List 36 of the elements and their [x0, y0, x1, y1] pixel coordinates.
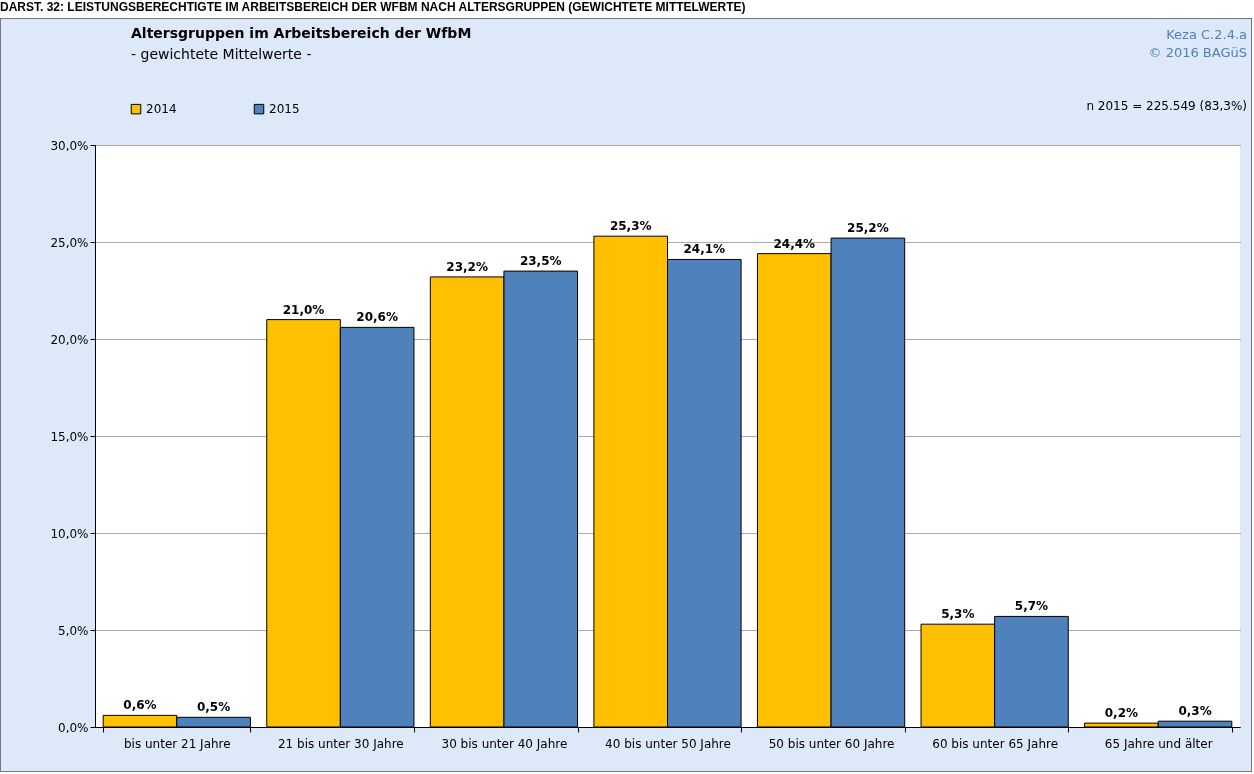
- data-label: 25,3%: [609, 219, 652, 234]
- y-tick-label: 5,0%: [58, 623, 89, 638]
- chart-title: Altersgruppen im Arbeitsbereich der WfbM: [131, 25, 472, 41]
- y-tick-label: 25,0%: [50, 235, 89, 250]
- x-tick-label: 50 bis unter 60 Jahre: [768, 736, 895, 751]
- data-label: 24,4%: [773, 236, 816, 251]
- text: Keza C.2.4.a: [1166, 27, 1247, 42]
- y-tick-label: 15,0%: [50, 429, 89, 444]
- x-tick-label: 60 bis unter 65 Jahre: [932, 736, 1059, 751]
- legend-label: 2015: [269, 102, 300, 117]
- text: © 2016 BAGüS: [1148, 45, 1247, 60]
- x-tick-label: bis unter 21 Jahre: [123, 736, 231, 751]
- data-label: 5,3%: [941, 607, 975, 622]
- x-tick-label: 65 Jahre und älter: [1104, 736, 1213, 751]
- data-label: 20,6%: [356, 310, 398, 325]
- data-label: 0,5%: [196, 700, 231, 715]
- x-tick-label: 21 bis unter 30 Jahre: [277, 736, 404, 751]
- y-tick-label: 20,0%: [50, 332, 89, 347]
- chart-subtitle: - gewichtete Mittelwerte -: [131, 46, 312, 62]
- data-label: 23,5%: [519, 254, 562, 269]
- data-label: 0,6%: [123, 698, 157, 713]
- text: DARST. 32: LEISTUNGSBERECHTIGTE IM ARBEITSBEREICH DER WFBM NACH ALTERSGRUPPEN (GEWICHTETE MITTELWERTE): [0, 0, 746, 14]
- data-label: 25,2%: [847, 221, 889, 236]
- data-label: 0,2%: [1104, 706, 1139, 721]
- text: n 2015 = 225.549 (83,3%): [1086, 99, 1247, 113]
- data-label: 21,0%: [282, 302, 325, 317]
- legend-label: 2014: [146, 102, 177, 117]
- x-tick-label: 30 bis unter 40 Jahre: [441, 736, 568, 751]
- data-label: 23,2%: [446, 259, 488, 274]
- y-tick-label: 30,0%: [50, 138, 89, 153]
- y-tick-label: 0,0%: [58, 720, 89, 735]
- x-tick-label: 40 bis unter 50 Jahre: [605, 736, 731, 751]
- data-label: 0,3%: [1178, 704, 1212, 719]
- data-label: 24,1%: [683, 242, 726, 257]
- data-label: 5,7%: [1014, 599, 1049, 614]
- y-tick-label: 10,0%: [50, 526, 89, 541]
